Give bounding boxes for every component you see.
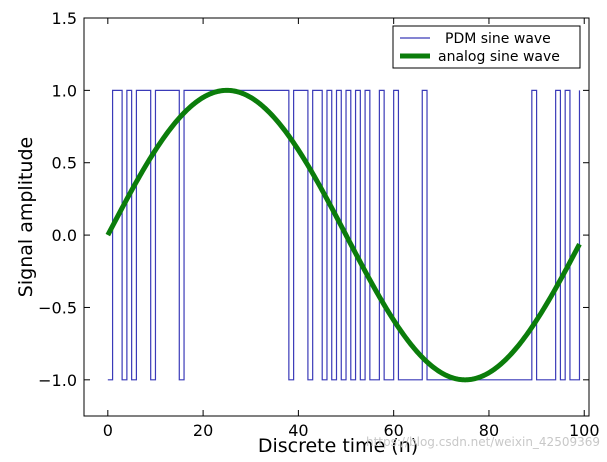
series-layer [105,87,582,383]
y-tick-label: −0.5 [38,298,77,317]
legend: PDM sine wave analog sine wave [392,25,581,69]
y-tick-label: 1.5 [52,9,77,28]
plot-frame [83,17,590,417]
pdm-sine-wave-line [107,89,581,381]
y-tick-label: 0.0 [52,226,77,245]
analog-sine-wave-line [105,87,582,383]
x-tick-label: 100 [569,421,600,440]
legend-box [392,25,581,69]
x-tick-label: 40 [288,421,308,440]
y-tick-label: −1.0 [38,371,77,390]
x-tick-label: 20 [193,421,213,440]
y-axis-label: Signal amplitude [15,137,37,297]
y-tick-label: 0.5 [52,154,77,173]
x-axis-label: Discrete time (n) [258,435,418,457]
y-tick-label: 1.0 [52,81,77,100]
legend-label-pdm: PDM sine wave [445,31,551,47]
tick-labels: 0 20 40 60 80 100 −1.0 −0.5 0.0 0.5 1.0 1.5 [38,9,599,440]
watermark: https://blog.csdn.net/weixin_42509369 [366,435,600,449]
x-tick-label: 60 [383,421,403,440]
x-tick-label: 0 [103,421,113,440]
x-tick-label: 80 [479,421,499,440]
legend-label-analog: analog sine wave [438,49,560,65]
axis-ticks [84,17,589,416]
